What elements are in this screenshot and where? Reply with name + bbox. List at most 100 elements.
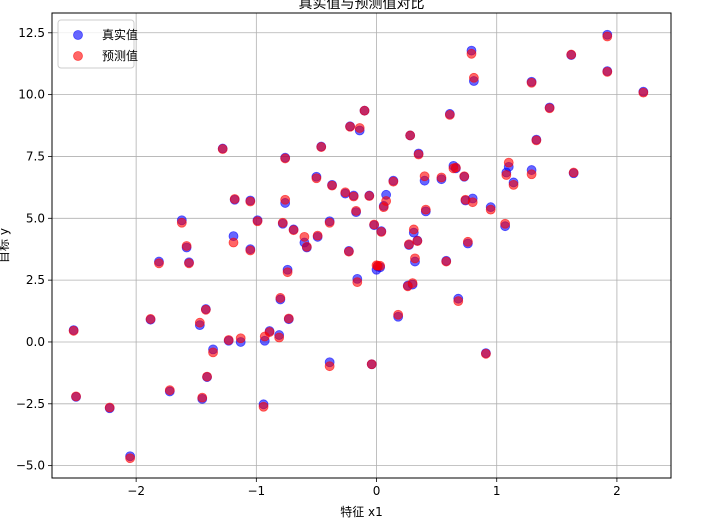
scatter-point (264, 327, 275, 337)
scatter-point (164, 385, 175, 396)
scatter-point (311, 173, 322, 184)
scatter-point (420, 204, 431, 215)
scatter-point (324, 361, 335, 372)
scatter-point (68, 325, 79, 336)
scatter-point (104, 402, 115, 413)
scatter-point (312, 230, 323, 241)
scatter-point (197, 392, 208, 403)
scatter-point (381, 196, 392, 206)
scatter-point (235, 333, 246, 344)
scatter-point (184, 258, 194, 269)
y-tick-label: 10.0 (18, 88, 45, 102)
scatter-point (324, 217, 335, 228)
y-tick-label: 0.0 (26, 335, 45, 349)
scatter-point (359, 105, 370, 116)
scatter-point (354, 123, 365, 133)
scatter-point (252, 216, 263, 227)
scatter-point (441, 256, 452, 267)
scatter-point (275, 293, 286, 303)
scatter-point (223, 335, 234, 345)
scatter-point (348, 191, 359, 202)
chart-title: 真实值与预测值对比 (299, 0, 425, 12)
legend-label: 预测值 (102, 48, 138, 63)
scatter-point (468, 72, 479, 83)
legend-marker (73, 51, 83, 61)
scatter-point (526, 169, 537, 180)
x-tick-label: 1 (493, 484, 501, 498)
scatter-point (282, 267, 293, 278)
scatter-point (602, 31, 613, 42)
scatter-point (444, 110, 455, 120)
scatter-point (459, 171, 470, 182)
scatter-point (408, 224, 419, 235)
y-axis-label: 目标 y (0, 228, 11, 263)
scatter-point (526, 77, 537, 88)
scatter-point (245, 196, 256, 207)
scatter-point (419, 171, 430, 182)
scatter-point (228, 237, 239, 248)
scatter-point (501, 170, 512, 180)
scatter-point (450, 162, 461, 173)
scatter-point (200, 304, 211, 315)
x-tick-label: −1 (247, 484, 265, 498)
scatter-point (466, 48, 477, 59)
scatter-point (202, 371, 212, 382)
scatter-point (404, 239, 414, 250)
y-tick-label: 7.5 (26, 149, 45, 163)
scatter-point (258, 401, 269, 412)
x-tick-label: −2 (127, 484, 145, 498)
scatter-point (277, 217, 288, 228)
legend-label: 真实值 (102, 27, 138, 42)
scatter-point (280, 194, 291, 205)
scatter-point (194, 317, 205, 328)
scatter-point (316, 142, 327, 152)
scatter-point (500, 218, 511, 229)
x-tick-label: 0 (373, 484, 381, 498)
scatter-point (364, 191, 375, 201)
scatter-point (343, 246, 354, 257)
grid-lines (52, 13, 671, 478)
x-tick-label: 2 (613, 484, 621, 498)
scatter-point (145, 314, 156, 324)
scatter-point (176, 217, 187, 228)
scatter-point (467, 197, 478, 208)
scatter-point (327, 180, 337, 191)
scatter-point (602, 66, 613, 77)
scatter-point (544, 103, 555, 114)
scatter-point (208, 347, 218, 358)
scatter-point (566, 49, 577, 60)
scatter-point (568, 167, 579, 178)
scatter-point (376, 226, 387, 237)
scatter-point (245, 245, 256, 256)
plot-frame (51, 12, 672, 479)
scatter-point (366, 359, 377, 370)
scatter-point (369, 219, 380, 230)
scatter-point (485, 204, 496, 215)
scatter-point (280, 153, 291, 164)
scatter-point (388, 176, 399, 187)
scatter-point (413, 149, 424, 160)
scatter-point (453, 296, 464, 307)
scatter-point (340, 187, 351, 198)
scatter-point (393, 309, 404, 320)
scatter-point (638, 87, 649, 98)
x-axis-ticks: −2 −1 0 1 2 (127, 478, 621, 498)
scatter-point (508, 180, 519, 190)
scatter-point (229, 194, 240, 204)
scatter-point (462, 236, 473, 247)
scatter-point (531, 135, 542, 146)
y-tick-label: −5.0 (16, 459, 45, 473)
scatter-point (410, 253, 420, 264)
scatter-point (481, 348, 491, 359)
scatter-point (125, 453, 136, 464)
scatter-point (436, 172, 447, 183)
y-tick-label: 2.5 (26, 273, 45, 287)
scatter-point (375, 260, 386, 271)
scatter-point (299, 231, 310, 242)
scatter-point (407, 278, 418, 288)
y-tick-label: 12.5 (18, 26, 45, 40)
scatter-point (503, 157, 514, 168)
series-predicted (68, 31, 649, 464)
